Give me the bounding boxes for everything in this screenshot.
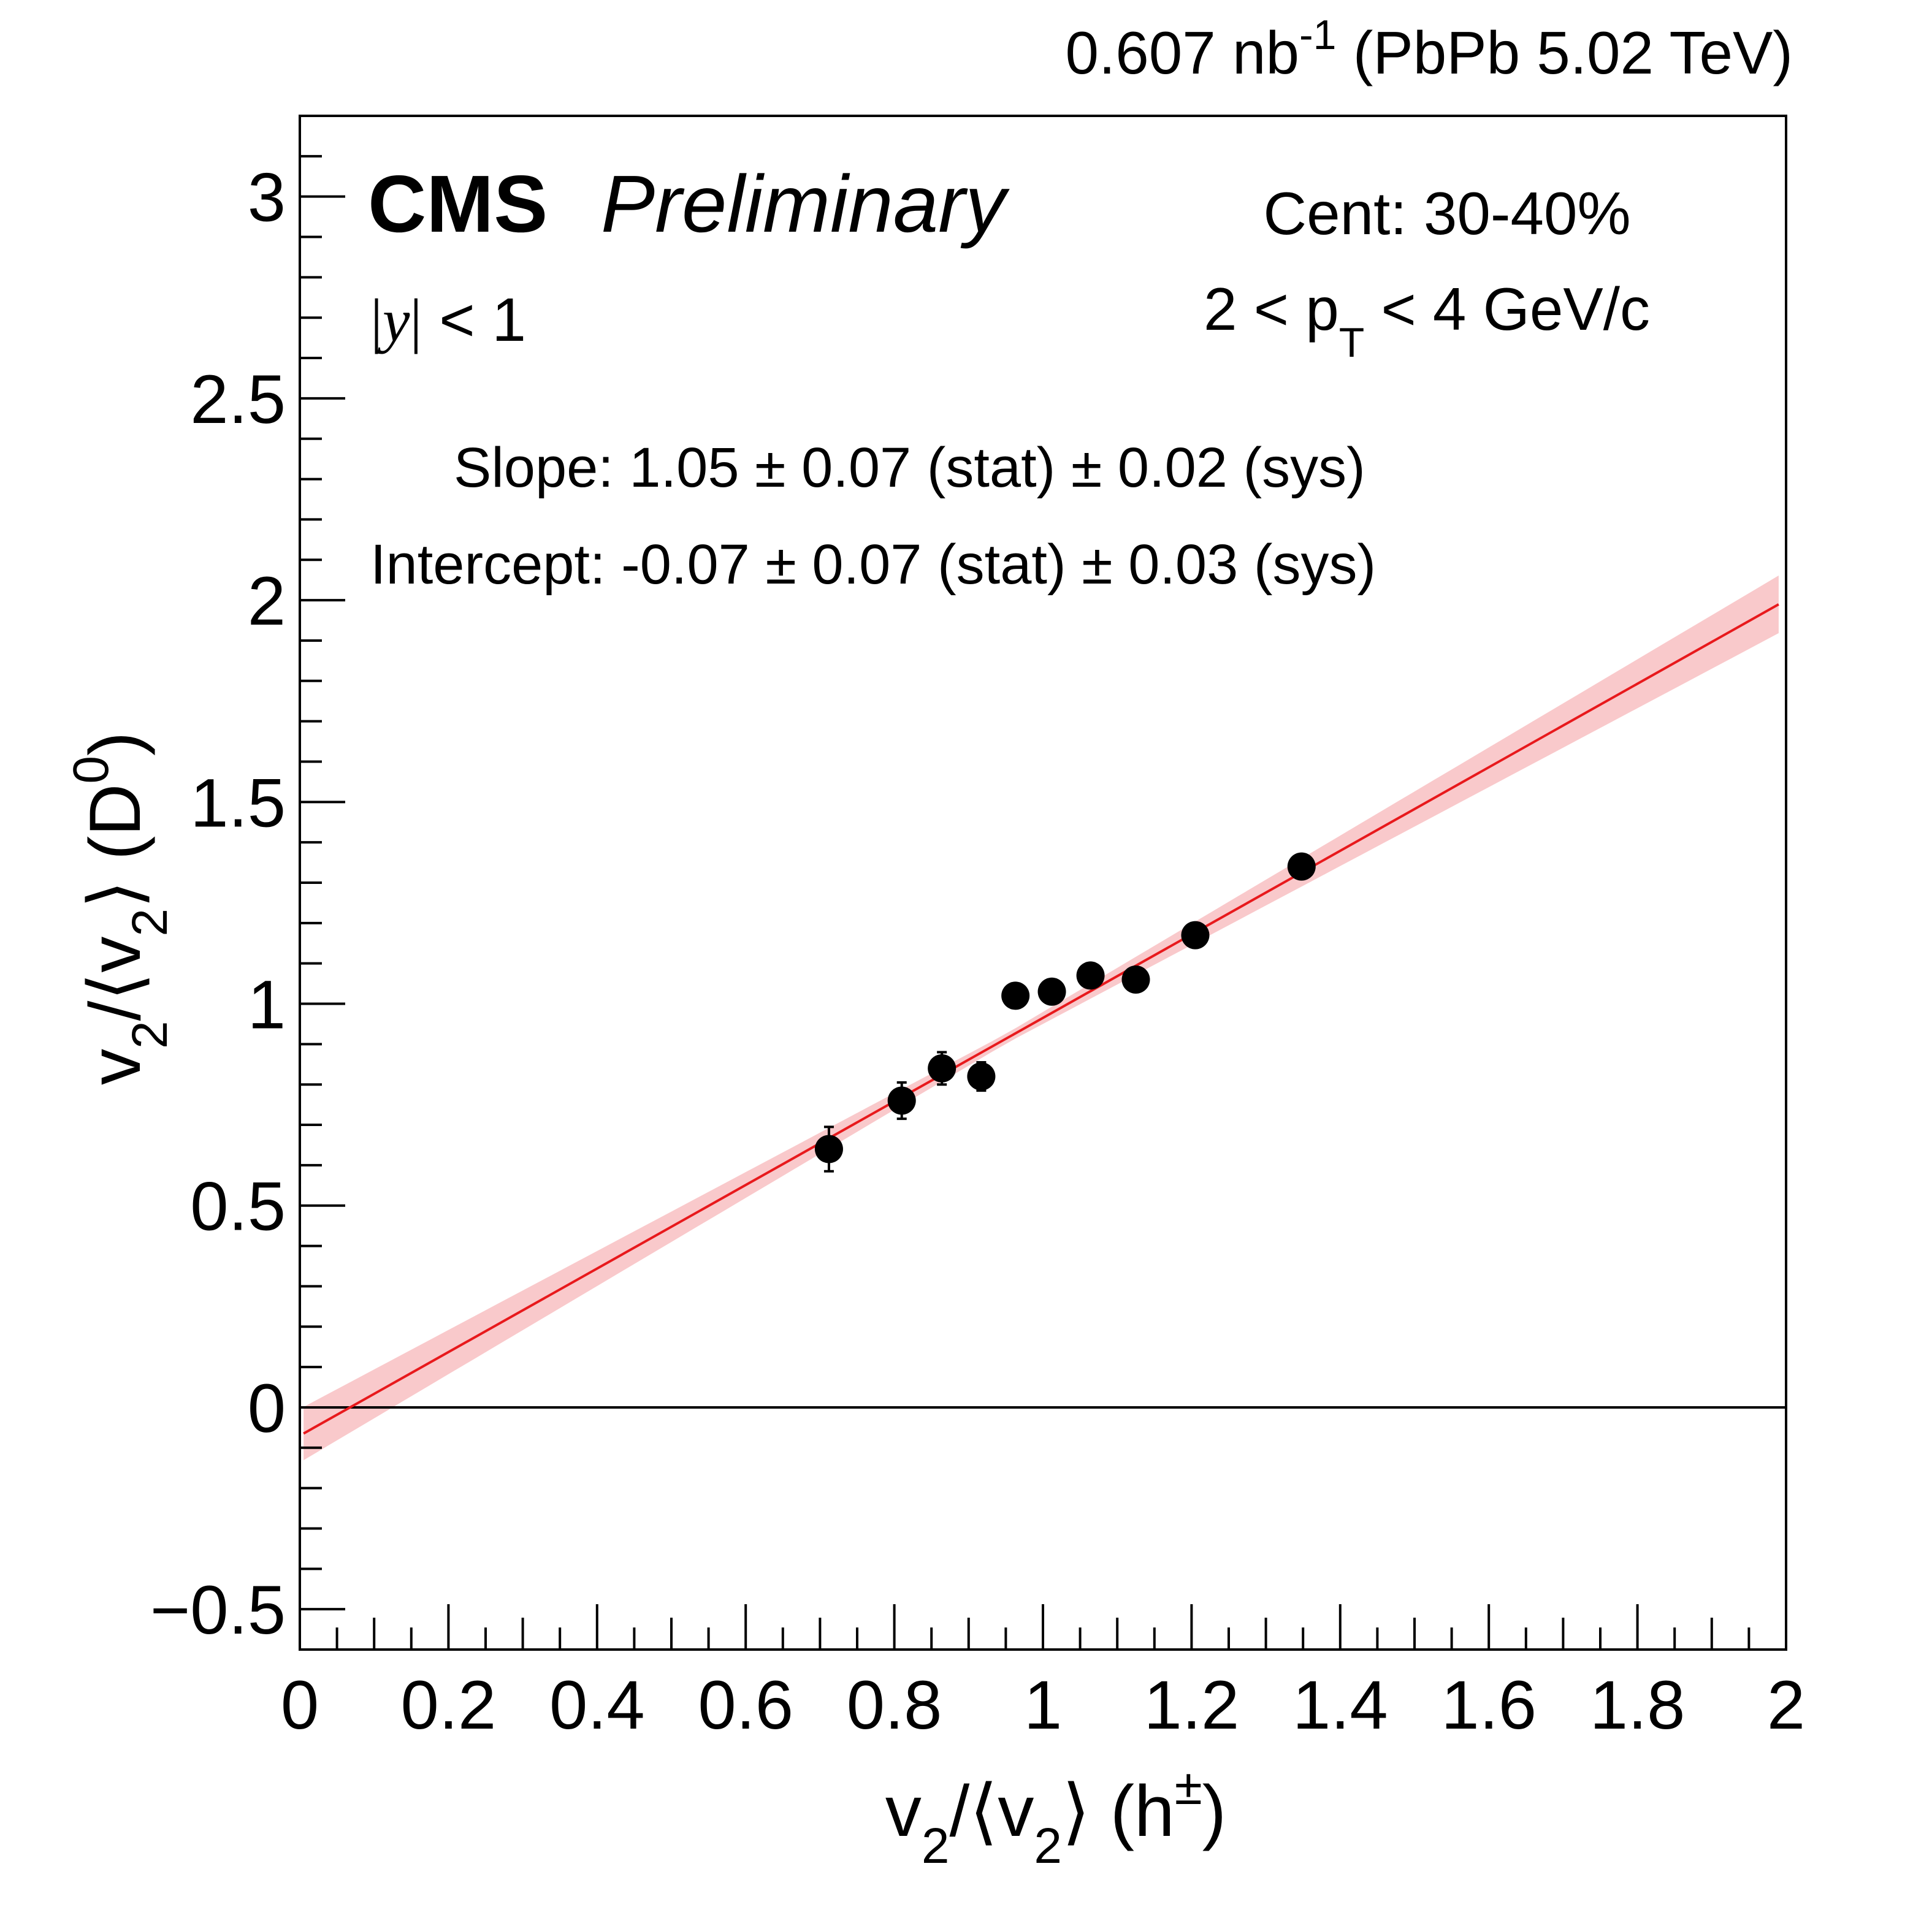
data-marker — [1001, 981, 1030, 1010]
data-point — [1287, 852, 1316, 881]
y-tick-label: 3 — [248, 159, 286, 236]
x-tick-label: 1.8 — [1590, 1667, 1686, 1743]
rapidity-label: |y| < 1 — [370, 286, 526, 354]
data-marker — [1076, 961, 1105, 990]
luminosity-label: 0.607 nb-1 (PbPb 5.02 TeV) — [1066, 12, 1793, 86]
data-point — [814, 1125, 843, 1173]
data-point — [1121, 965, 1150, 994]
data-marker — [1121, 965, 1150, 994]
preliminary-label: Preliminary — [601, 159, 1010, 249]
centrality-label: Cent: 30-40% — [1263, 180, 1630, 247]
fit-line — [303, 603, 1779, 1435]
data-point — [887, 1081, 916, 1121]
x-tick-label: 0 — [281, 1667, 319, 1743]
x-tick-label: 0.6 — [698, 1667, 793, 1743]
data-marker — [1037, 977, 1066, 1006]
data-marker — [1181, 921, 1210, 950]
y-tick-label: 2 — [248, 563, 286, 639]
data-marker — [887, 1086, 916, 1115]
data-point — [1181, 921, 1210, 950]
x-tick-label: 0.2 — [401, 1667, 497, 1743]
data-point — [967, 1060, 996, 1092]
pt-range-label: 2 < pT < 4 GeV/c — [1204, 275, 1650, 366]
y-tick-label: 0 — [248, 1370, 286, 1447]
data-point — [1037, 977, 1066, 1006]
x-ticks: 0 0.2 0.4 0.6 0.8 1 1.2 1.4 1.6 1.8 2 — [281, 1604, 1805, 1743]
y-tick-label: 2.5 — [190, 361, 286, 438]
cms-label: CMS — [368, 159, 548, 249]
y-tick-label: 0.5 — [190, 1168, 286, 1245]
x-tick-label: 1.2 — [1144, 1667, 1240, 1743]
x-axis-title: v2/⟨v2⟩ (h±) — [885, 1759, 1226, 1874]
y-tick-label: 1.5 — [190, 764, 286, 841]
y-ticks: −0.5 0 0.5 1 1.5 2 2.5 3 — [150, 115, 345, 1651]
intercept-label: Intercept: -0.07 ± 0.07 (stat) ± 0.03 (s… — [370, 533, 1376, 596]
data-points-layer — [814, 852, 1316, 1173]
x-tick-label: 1.4 — [1292, 1667, 1388, 1743]
data-point — [928, 1051, 956, 1086]
data-point — [1001, 981, 1030, 1010]
data-point — [1076, 961, 1105, 990]
fit-line-layer — [303, 603, 1779, 1435]
data-marker — [814, 1135, 843, 1163]
data-marker — [928, 1054, 956, 1083]
x-tick-label: 0.4 — [549, 1667, 645, 1743]
x-tick-label: 1 — [1024, 1667, 1062, 1743]
y-tick-label: −0.5 — [150, 1572, 286, 1648]
y-tick-label: 1 — [248, 967, 286, 1043]
y-axis-title: v2/⟨v2⟩ (D0) — [63, 732, 178, 1085]
data-marker — [967, 1062, 996, 1091]
x-tick-label: 0.8 — [847, 1667, 942, 1743]
slope-label: Slope: 1.05 ± 0.07 (stat) ± 0.02 (sys) — [454, 436, 1365, 499]
data-marker — [1287, 852, 1316, 881]
x-tick-label: 1.6 — [1441, 1667, 1537, 1743]
x-tick-label: 2 — [1767, 1667, 1805, 1743]
